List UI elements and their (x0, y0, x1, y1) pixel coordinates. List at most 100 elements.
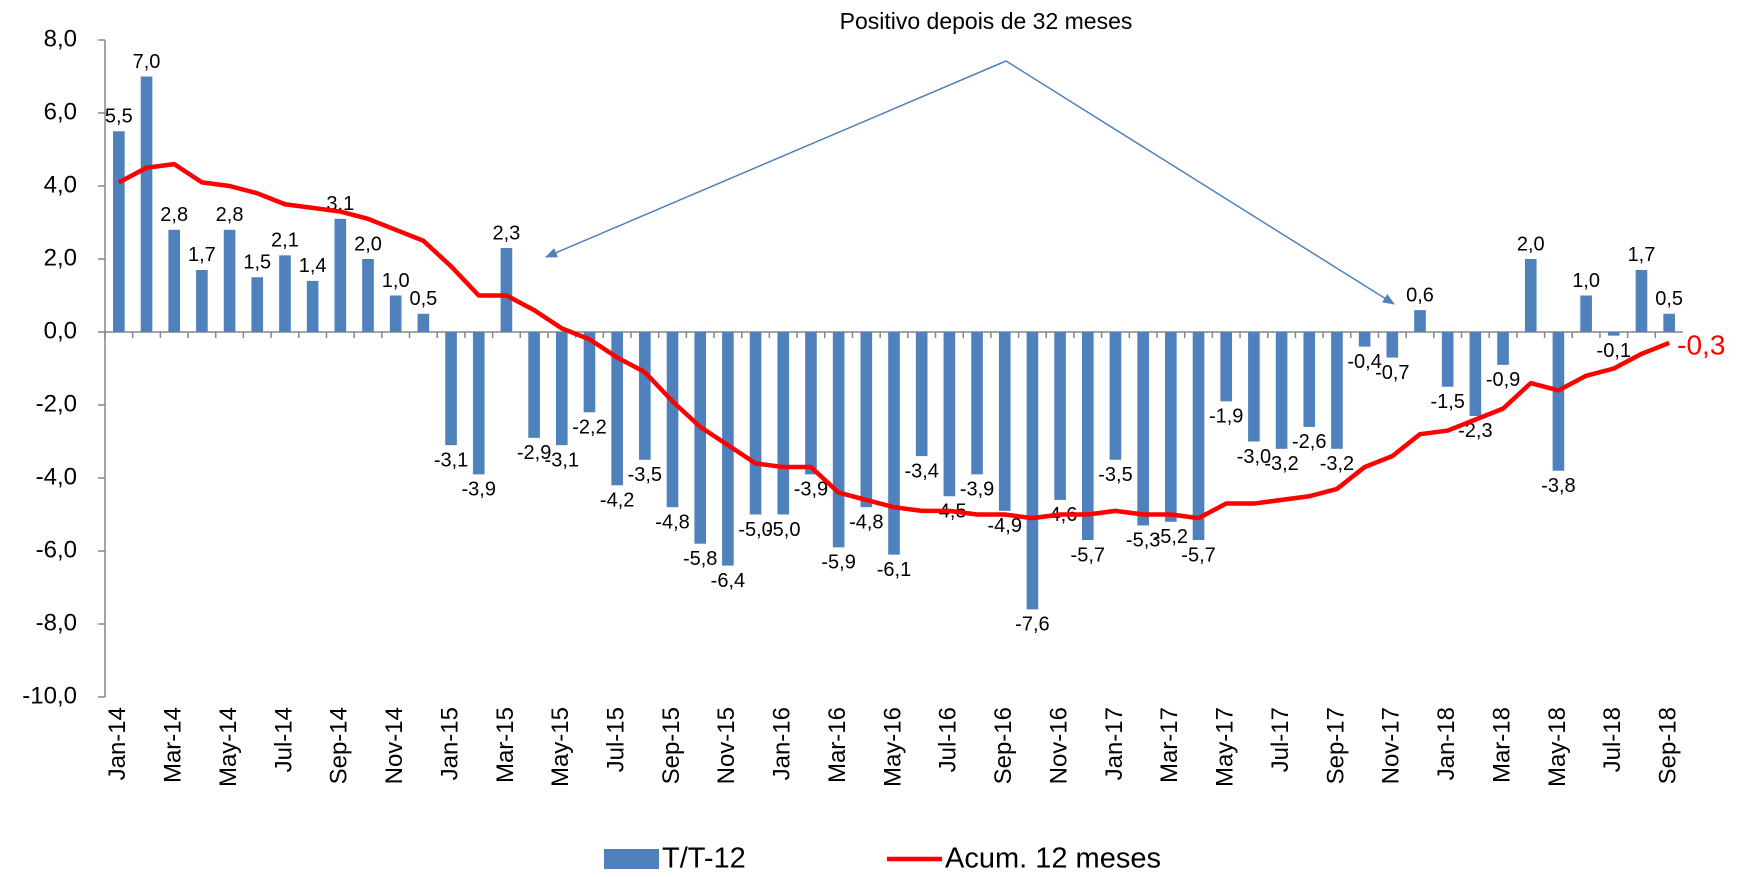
x-tick-label: Sep-18 (1655, 707, 1682, 784)
data-label: 0,5 (409, 288, 437, 310)
bar (1331, 332, 1343, 449)
legend-label: Acum. 12 meses (945, 843, 1161, 875)
bar (805, 332, 817, 475)
data-label: -1,5 (1430, 391, 1464, 413)
x-tick-label: Jan-14 (104, 707, 131, 780)
x-tick-label: Sep-15 (658, 707, 685, 784)
annotation-arrow (1005, 60, 1395, 305)
data-label: -4,8 (849, 511, 883, 533)
bar (611, 332, 623, 486)
data-label: 1,0 (1572, 270, 1600, 292)
x-tick-label: Jan-17 (1101, 707, 1128, 780)
bar (113, 131, 125, 332)
data-label: -3,1 (545, 449, 579, 471)
bar (915, 332, 928, 457)
data-label: -0,4 (1347, 351, 1381, 373)
data-label: 7,0 (133, 51, 161, 73)
data-label: -7,6 (1015, 614, 1049, 636)
bar (168, 229, 181, 332)
bar (528, 332, 540, 438)
data-label: -5,7 (1071, 544, 1105, 566)
y-tick-label: -10,0 (22, 682, 77, 709)
y-tick-label: 6,0 (44, 98, 77, 125)
data-label: -4,2 (600, 490, 634, 512)
bar (196, 269, 208, 332)
data-label: -6,1 (877, 559, 911, 581)
data-label: -5,3 (1126, 530, 1160, 552)
bar (639, 332, 651, 460)
bar (306, 280, 319, 332)
data-label: -3,2 (1264, 453, 1298, 475)
bar (1192, 332, 1205, 541)
x-tick-label: Nov-16 (1045, 707, 1072, 784)
bar (555, 332, 568, 446)
bar (722, 332, 734, 566)
bar (1220, 332, 1233, 402)
y-tick-label: 4,0 (44, 171, 77, 198)
data-label: 0,6 (1406, 284, 1434, 306)
data-label: -3,8 (1541, 475, 1575, 497)
line-label: -0,3 (1677, 329, 1725, 360)
bar (749, 332, 762, 515)
bar (1524, 259, 1537, 332)
x-tick-label: Jul-18 (1599, 707, 1626, 772)
data-label: -3,0 (1237, 446, 1271, 468)
bar (334, 218, 347, 332)
bar (1386, 332, 1399, 358)
x-tick-label: Jan-16 (769, 707, 796, 780)
data-label: -2,2 (572, 417, 606, 439)
bar (1026, 332, 1039, 610)
y-tick-label: 8,0 (44, 25, 77, 52)
bar (1248, 332, 1260, 442)
bar (472, 332, 485, 475)
bar (251, 277, 264, 332)
data-label: -4,9 (988, 515, 1022, 537)
x-tick-label: May-16 (879, 707, 906, 787)
bar (860, 332, 873, 508)
bar (1109, 332, 1122, 460)
data-label: -3,2 (1320, 453, 1354, 475)
data-label: 2,8 (160, 204, 188, 226)
bar (1081, 332, 1094, 541)
bar (1137, 332, 1149, 526)
data-label: 2,0 (354, 233, 382, 255)
data-label: 0,5 (1655, 288, 1683, 310)
y-tick-label: -6,0 (36, 536, 77, 563)
x-tick-label: Jan-15 (436, 707, 463, 780)
data-label: -2,6 (1292, 431, 1326, 453)
bar (777, 332, 790, 515)
bar (694, 332, 707, 544)
annotation: Positivo depois de 32 meses (840, 8, 1133, 34)
data-label: -3,9 (794, 479, 828, 501)
y-tick-label: 0,0 (44, 317, 77, 344)
data-label: -5,7 (1181, 544, 1215, 566)
bar (362, 259, 374, 332)
data-label: -3,9 (462, 479, 496, 501)
x-tick-label: Jul-16 (935, 707, 962, 772)
bar (1469, 332, 1482, 416)
bar (1275, 332, 1288, 449)
data-label: -1,9 (1209, 406, 1243, 428)
data-label: -2,9 (517, 442, 551, 464)
bar (1635, 269, 1648, 332)
data-label: -5,8 (683, 548, 717, 570)
y-tick-label: 2,0 (44, 244, 77, 271)
legend-swatch (604, 849, 659, 869)
x-tick-label: Sep-17 (1322, 707, 1349, 784)
bar (223, 229, 236, 332)
bar (279, 255, 291, 332)
data-label: -3,4 (904, 460, 938, 482)
data-label: -3,5 (628, 464, 662, 486)
x-tick-label: May-17 (1212, 707, 1239, 787)
data-label: 1,5 (243, 252, 271, 274)
x-tick-label: Jul-15 (603, 707, 630, 772)
data-label: 2,8 (216, 204, 244, 226)
bar (500, 248, 513, 332)
bar (445, 332, 457, 446)
x-tick-label: Nov-14 (381, 707, 408, 784)
data-label: 1,7 (188, 244, 216, 266)
data-label: -3,9 (960, 479, 994, 501)
data-label: -0,1 (1597, 340, 1631, 362)
x-tick-label: May-18 (1544, 707, 1571, 787)
